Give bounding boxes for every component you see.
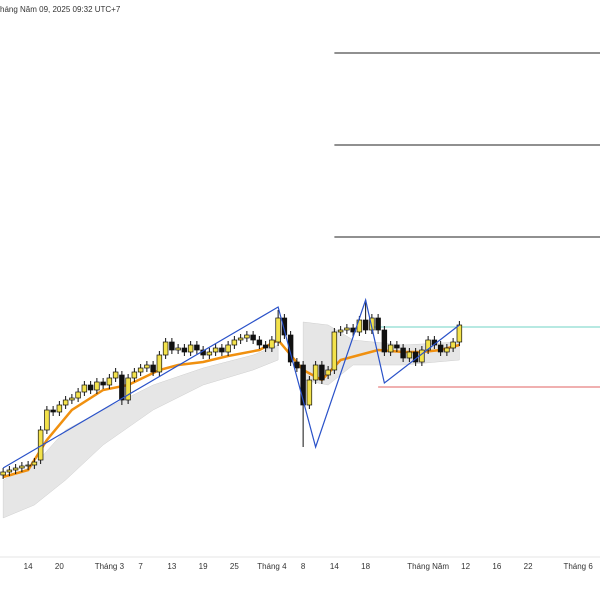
candle-body bbox=[106, 377, 113, 386]
x-tick-label: 25 bbox=[230, 562, 239, 571]
candle-body bbox=[400, 347, 406, 359]
zigzag-line bbox=[2, 297, 460, 469]
candle-body bbox=[287, 334, 294, 363]
candle-body bbox=[275, 317, 281, 343]
candle-body bbox=[100, 381, 106, 386]
candle-body bbox=[231, 339, 238, 346]
candle-body bbox=[75, 391, 81, 399]
x-tick-label: 20 bbox=[55, 562, 64, 571]
candle-body bbox=[31, 461, 38, 466]
x-tick-label: Tháng Năm bbox=[407, 562, 449, 571]
candle-body bbox=[131, 371, 138, 379]
candle-body bbox=[144, 364, 150, 369]
candle-body bbox=[169, 341, 175, 351]
candle-body bbox=[6, 469, 13, 473]
candle-body bbox=[81, 384, 88, 393]
candle-body bbox=[12, 467, 19, 471]
x-tick-label: 16 bbox=[492, 562, 501, 571]
x-tick-label: 19 bbox=[199, 562, 208, 571]
candle-body bbox=[337, 329, 344, 333]
candle-body bbox=[187, 344, 194, 353]
candle-body bbox=[225, 344, 231, 353]
candle-body bbox=[206, 351, 213, 356]
candle-body bbox=[256, 339, 263, 346]
x-tick-label: Tháng 3 bbox=[95, 562, 125, 571]
candle-body bbox=[212, 347, 219, 353]
candle-body bbox=[450, 341, 456, 349]
candle-body bbox=[94, 381, 100, 391]
candle-body bbox=[112, 371, 119, 379]
x-tick-label: 18 bbox=[361, 562, 370, 571]
candle-body bbox=[437, 344, 444, 353]
x-tick-label: 14 bbox=[330, 562, 339, 571]
x-tick-label: 12 bbox=[461, 562, 470, 571]
candle-body bbox=[219, 347, 225, 353]
candle-body bbox=[62, 399, 69, 406]
x-tick-label: Tháng 6 bbox=[563, 562, 593, 571]
candle-body bbox=[294, 361, 300, 369]
candle-body bbox=[56, 404, 63, 413]
candle-body bbox=[150, 364, 156, 373]
candle-body bbox=[237, 337, 244, 341]
candle-body bbox=[50, 409, 56, 413]
chart-title: háng Năm 09, 2025 09:32 UTC+7 bbox=[0, 5, 121, 14]
candle-body bbox=[406, 351, 413, 359]
candle-body bbox=[19, 465, 25, 469]
candle-body bbox=[262, 344, 269, 349]
candle-body bbox=[250, 334, 256, 341]
x-tick-label: Tháng 4 bbox=[257, 562, 287, 571]
candle-body bbox=[425, 339, 431, 351]
candle-body bbox=[119, 374, 125, 401]
candle-body bbox=[181, 347, 188, 353]
candle-body bbox=[281, 317, 288, 336]
candle-body bbox=[394, 344, 400, 349]
candle-body bbox=[387, 344, 394, 353]
candle-body bbox=[156, 354, 163, 373]
candle-body bbox=[25, 464, 31, 467]
x-tick-label: 8 bbox=[301, 562, 306, 571]
candle-body bbox=[375, 317, 381, 331]
x-tick-label: 13 bbox=[167, 562, 176, 571]
candle-body bbox=[300, 364, 306, 406]
candle-body bbox=[137, 367, 144, 373]
candle-body bbox=[194, 344, 200, 351]
candle-body bbox=[344, 327, 350, 331]
candle-body bbox=[456, 324, 463, 343]
moving-average-line bbox=[2, 338, 460, 479]
candle-body bbox=[362, 319, 369, 331]
candle-body bbox=[162, 341, 169, 356]
candle-body bbox=[87, 384, 94, 391]
candle-body bbox=[312, 364, 319, 381]
x-tick-label: 7 bbox=[138, 562, 143, 571]
candle-body bbox=[244, 334, 250, 339]
x-tick-label: 22 bbox=[524, 562, 533, 571]
x-tick-label: 14 bbox=[24, 562, 33, 571]
candle-body bbox=[306, 379, 313, 406]
candle-body bbox=[69, 397, 75, 401]
candle-body bbox=[444, 347, 450, 353]
candle-body bbox=[0, 471, 6, 476]
candle-body bbox=[381, 329, 388, 353]
candle-body bbox=[331, 331, 338, 371]
candle-body bbox=[175, 347, 181, 351]
candle-body bbox=[44, 409, 50, 431]
candle-body bbox=[125, 377, 131, 401]
candle-body bbox=[325, 369, 331, 376]
candle-body bbox=[319, 364, 325, 381]
candle-body bbox=[269, 339, 275, 349]
